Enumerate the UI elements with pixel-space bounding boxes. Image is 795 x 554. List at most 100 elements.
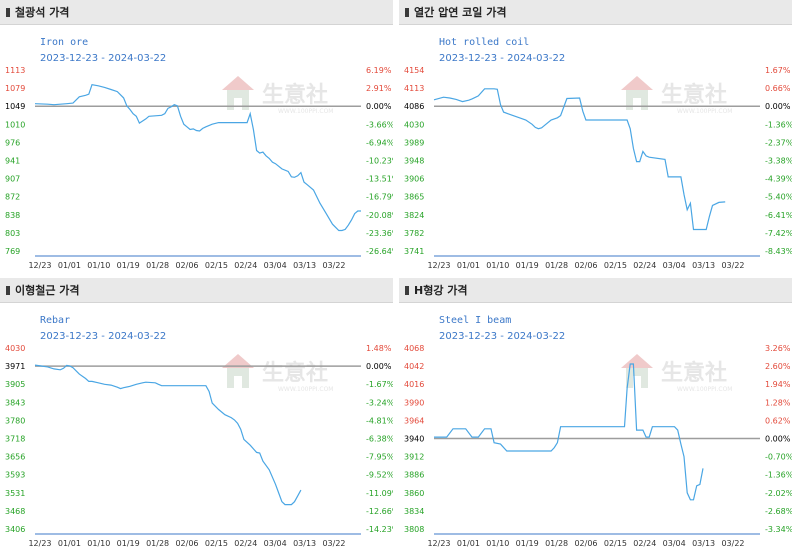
y-tick-label-right: -0.70% (765, 453, 792, 462)
watermark-text: 生意社 (661, 82, 727, 108)
watermark-text: 生意社 (262, 82, 328, 108)
y-tick-label-right: -8.43% (765, 247, 792, 256)
y-tick-label-left: 3593 (5, 471, 25, 480)
y-tick-label-left: 1079 (5, 84, 25, 93)
y-tick-label-right: -7.95% (366, 453, 393, 462)
y-tick-label-left: 3718 (5, 435, 25, 444)
house-roof-icon (621, 76, 653, 90)
title-marker-icon (6, 8, 10, 17)
y-tick-label-right: -16.79% (366, 193, 393, 202)
date-range: 2023-12-23 - 2024-03-22 (40, 53, 166, 64)
y-tick-label-left: 3834 (404, 507, 424, 516)
y-tick-label-left: 3906 (404, 175, 424, 184)
house-door-icon (234, 376, 242, 388)
y-tick-label-left: 3989 (404, 138, 424, 147)
x-tick-label: 02/24 (633, 261, 656, 270)
y-tick-label-left: 769 (5, 247, 20, 256)
y-tick-label-right: 1.67% (765, 66, 791, 75)
date-range: 2023-12-23 - 2024-03-22 (439, 331, 565, 342)
x-tick-label: 01/19 (516, 261, 539, 270)
x-tick-label: 02/15 (604, 261, 627, 270)
y-tick-label-right: 0.00% (765, 102, 791, 111)
y-tick-label-right: 0.62% (765, 416, 791, 425)
x-tick-label: 01/28 (545, 539, 568, 548)
panel-title: 철광석 가격 (15, 6, 70, 19)
x-tick-label: 12/23 (427, 539, 450, 548)
y-tick-label-right: -11.09% (366, 489, 393, 498)
series-name: Hot rolled coil (439, 37, 529, 48)
y-tick-label-left: 3656 (5, 453, 25, 462)
watermark-subtext: WWW.100PPI.COM (278, 386, 333, 393)
x-tick-label: 03/04 (663, 539, 686, 548)
price-series-line (433, 88, 726, 231)
y-tick-label-left: 3971 (5, 362, 25, 371)
panel-title: 열간 압연 코일 가격 (414, 6, 507, 19)
y-tick-label-right: -1.67% (366, 380, 393, 389)
x-tick-label: 03/22 (721, 539, 744, 548)
y-tick-label-left: 4086 (404, 102, 424, 111)
title-marker-icon (6, 286, 10, 295)
y-tick-label-left: 838 (5, 211, 20, 220)
x-tick-label: 12/23 (28, 261, 51, 270)
y-tick-label-left: 3912 (404, 453, 424, 462)
house-door-icon (633, 98, 641, 110)
x-tick-label: 01/01 (457, 261, 480, 270)
y-tick-label-right: -7.42% (765, 229, 792, 238)
x-tick-label: 02/24 (234, 261, 257, 270)
y-tick-label-left: 1010 (5, 120, 25, 129)
chart-panel-steel-i-beam: H형강 가격 生意社 WWW.100PPI.COM Steel I beam 2023… (399, 278, 792, 551)
y-tick-label-left: 3531 (5, 489, 25, 498)
x-tick-label: 03/13 (692, 539, 715, 548)
y-tick-label-right: -2.02% (765, 489, 792, 498)
y-tick-label-left: 3406 (5, 525, 25, 534)
x-tick-label: 03/13 (293, 261, 316, 270)
chart-panel-rebar: 이형철근 가격 生意社 WWW.100PPI.COM Rebar 2023-12-23… (0, 278, 393, 551)
y-tick-label-right: 0.00% (765, 435, 791, 444)
chart-panel-iron-ore: 철광석 가격 生意社 WWW.100PPI.COM Iron ore 2023-12-… (0, 0, 393, 273)
y-tick-label-left: 3905 (5, 380, 25, 389)
y-tick-label-right: -1.36% (765, 471, 792, 480)
y-tick-label-right: 0.66% (765, 84, 791, 93)
y-tick-label-right: 6.19% (366, 66, 392, 75)
date-range: 2023-12-23 - 2024-03-22 (40, 331, 166, 342)
y-tick-label-left: 3886 (404, 471, 424, 480)
y-tick-label-left: 4113 (404, 84, 424, 93)
x-tick-label: 01/28 (545, 261, 568, 270)
y-tick-label-left: 872 (5, 193, 20, 202)
y-tick-label-left: 3860 (404, 489, 424, 498)
y-tick-label-left: 3990 (404, 398, 424, 407)
y-tick-label-right: -10.23% (366, 157, 393, 166)
x-tick-label: 01/28 (146, 539, 169, 548)
x-tick-label: 03/04 (663, 261, 686, 270)
y-tick-label-left: 907 (5, 175, 20, 184)
price-series-line (34, 84, 361, 232)
y-tick-label-right: 2.91% (366, 84, 392, 93)
x-tick-label: 03/22 (322, 539, 345, 548)
y-tick-label-right: 1.28% (765, 398, 791, 407)
y-tick-label-right: 2.60% (765, 362, 791, 371)
y-tick-label-right: -1.36% (765, 120, 792, 129)
x-tick-label: 01/28 (146, 261, 169, 270)
price-series-line (34, 364, 302, 506)
panel-title: H형강 가격 (414, 284, 468, 297)
y-tick-label-left: 3741 (404, 247, 424, 256)
y-tick-label-left: 4030 (404, 120, 424, 129)
date-range: 2023-12-23 - 2024-03-22 (439, 53, 565, 64)
y-tick-label-left: 4016 (404, 380, 424, 389)
price-series-line (434, 363, 704, 501)
y-tick-label-left: 4154 (404, 66, 424, 75)
y-tick-label-right: -3.66% (366, 120, 393, 129)
y-tick-label-right: -4.39% (765, 175, 792, 184)
title-marker-icon (405, 8, 409, 17)
panel-title: 이형철근 가격 (15, 284, 80, 297)
y-tick-label-left: 4042 (404, 362, 424, 371)
x-tick-label: 01/01 (58, 261, 81, 270)
x-tick-label: 03/04 (264, 539, 287, 548)
x-tick-label: 02/15 (205, 539, 228, 548)
